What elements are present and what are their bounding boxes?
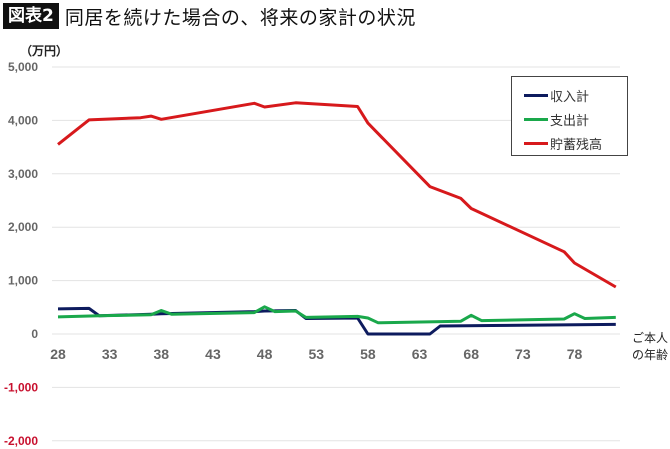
y-tick-label: 4,000 bbox=[8, 113, 38, 127]
legend-item-savings: 貯蓄残高 bbox=[524, 134, 602, 153]
x-tick-label: 28 bbox=[50, 346, 66, 362]
y-tick-label: 3,000 bbox=[8, 167, 38, 181]
y-tick-label: 2,000 bbox=[8, 220, 38, 234]
legend-label: 支出計 bbox=[550, 114, 590, 129]
x-tick-label: 48 bbox=[257, 346, 273, 362]
series-line-1 bbox=[57, 305, 616, 325]
title-bar: 図表2 同居を続けた場合の、将来の家計の状況 bbox=[3, 3, 416, 29]
series-line-2 bbox=[57, 101, 617, 289]
legend-item-income: 収入計 bbox=[524, 86, 589, 105]
x-tick-label: 63 bbox=[412, 346, 428, 362]
x-tick-label: 53 bbox=[308, 346, 324, 362]
x-axis-label-line1: ご本人 bbox=[632, 331, 669, 345]
y-tick-label: 0 bbox=[31, 327, 38, 341]
x-tick-label: 38 bbox=[154, 346, 170, 362]
x-axis-label-line2: の年齢 bbox=[632, 348, 669, 362]
series-lines bbox=[57, 101, 617, 336]
x-tick-label: 43 bbox=[205, 346, 221, 362]
legend: 収入計 支出計 貯蓄残高 bbox=[511, 76, 628, 156]
x-axis-ticks: 28 33 38 43 48 53 58 63 68 73 78 bbox=[50, 346, 582, 362]
chart-title: 同居を続けた場合の、将来の家計の状況 bbox=[64, 6, 416, 29]
legend-label: 収入計 bbox=[550, 90, 590, 105]
y-tick-label: -1,000 bbox=[4, 380, 38, 394]
y-tick-label: 5,000 bbox=[8, 60, 38, 74]
x-tick-label: 33 bbox=[102, 346, 118, 362]
x-axis-label: ご本人 の年齢 bbox=[632, 330, 670, 364]
savings-swatch-icon bbox=[524, 142, 548, 145]
expense-swatch-icon bbox=[524, 118, 548, 121]
x-tick-label: 73 bbox=[515, 346, 531, 362]
x-tick-label: 78 bbox=[567, 346, 583, 362]
y-tick-label: 1,000 bbox=[8, 274, 38, 288]
legend-item-expense: 支出計 bbox=[524, 110, 589, 129]
y-axis-ticks: 5,000 4,000 3,000 2,000 1,000 0 -1,000 -2,000 bbox=[4, 60, 38, 448]
x-tick-label: 58 bbox=[360, 346, 376, 362]
figure-label: 図表2 bbox=[3, 3, 59, 29]
y-axis-unit-label: （万円） bbox=[20, 44, 69, 58]
series-line-0 bbox=[57, 306, 616, 336]
x-tick-label: 68 bbox=[463, 346, 479, 362]
legend-label: 貯蓄残高 bbox=[550, 138, 603, 153]
income-swatch-icon bbox=[524, 94, 548, 97]
y-tick-label: -2,000 bbox=[4, 434, 38, 448]
